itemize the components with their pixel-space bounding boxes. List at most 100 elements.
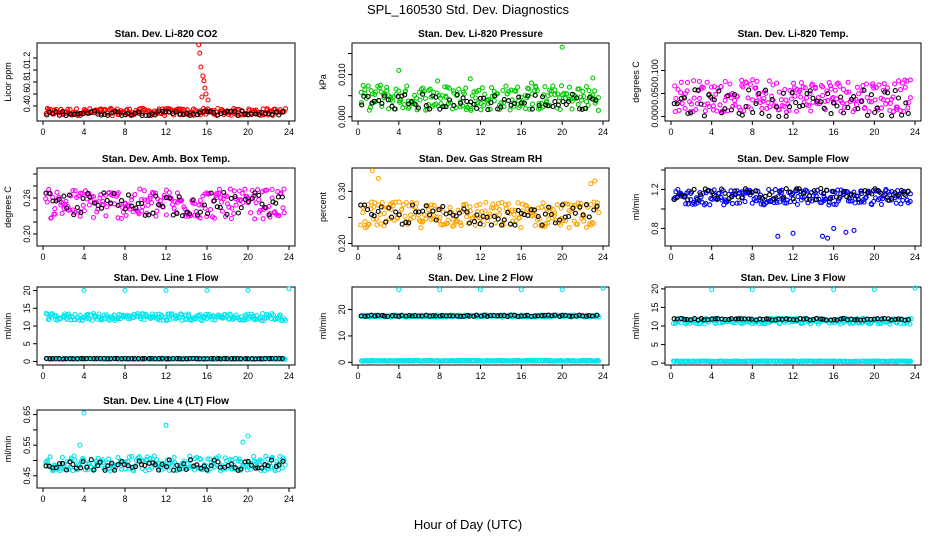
x-tick-label: 12: [788, 252, 798, 262]
data-point: [115, 462, 121, 468]
data-point: [408, 99, 415, 105]
data-point: [381, 210, 387, 216]
data-point: [125, 192, 132, 198]
data-point: [95, 455, 101, 461]
data-point: [586, 214, 592, 220]
data-point: [482, 208, 488, 214]
data-point: [386, 106, 392, 112]
data-point: [450, 88, 457, 94]
data-point: [282, 106, 289, 112]
data-point: [595, 107, 601, 113]
data-point: [739, 77, 745, 83]
chart-title: Stan. Dev. Li-820 Pressure: [418, 29, 543, 40]
data-point: [518, 224, 524, 230]
y-tick-label: 5: [22, 341, 32, 346]
data-point: [896, 192, 902, 198]
data-point: [809, 81, 815, 87]
data-point: [570, 205, 576, 211]
data-point: [458, 357, 464, 363]
data-point: [143, 112, 149, 119]
data-point: [120, 205, 126, 211]
data-point: [692, 201, 698, 207]
data-point: [532, 313, 538, 319]
data-point: [807, 317, 813, 323]
data-point: [481, 358, 487, 364]
x-tick-label: 0: [668, 371, 673, 381]
data-point: [198, 64, 204, 70]
data-point: [539, 222, 545, 228]
data-point: [837, 83, 843, 89]
data-point: [492, 220, 499, 226]
data-point: [709, 189, 715, 195]
data-point: [853, 102, 859, 108]
data-point: [85, 467, 91, 473]
y-tick-label: 0.65: [22, 406, 32, 424]
data-point: [589, 313, 595, 319]
data-point: [902, 84, 908, 90]
data-point: [879, 316, 885, 322]
data-point: [842, 104, 848, 110]
data-point: [176, 466, 183, 472]
data-point: [716, 88, 722, 94]
chart-title: Stan. Dev. Gas Stream RH: [419, 154, 542, 165]
data-point: [77, 110, 83, 117]
data-point: [539, 204, 545, 210]
data-point: [112, 356, 118, 362]
data-point: [861, 87, 867, 93]
data-point: [164, 356, 170, 362]
data-point: [798, 94, 804, 100]
data-point: [280, 458, 286, 464]
data-point: [420, 208, 426, 214]
data-point: [78, 356, 84, 362]
data-point: [841, 110, 847, 116]
data-point: [862, 105, 868, 111]
series-points: [671, 186, 913, 241]
data-point: [833, 96, 839, 102]
x-tick-label: 24: [910, 252, 920, 262]
data-point: [882, 192, 888, 198]
data-point: [581, 218, 587, 224]
data-point: [825, 91, 831, 97]
data-point: [551, 212, 557, 218]
data-point: [447, 204, 453, 210]
data-point: [832, 87, 838, 93]
data-point: [545, 103, 551, 109]
y-tick-label: 0.4: [22, 100, 32, 113]
data-point: [179, 213, 186, 219]
data-point: [892, 81, 898, 87]
data-point: [122, 206, 128, 212]
data-point: [464, 209, 470, 215]
chart-title: Stan. Dev. Sample Flow: [737, 154, 849, 165]
data-point: [871, 85, 877, 91]
data-point: [726, 316, 732, 322]
x-tick-label: 8: [122, 127, 127, 137]
y-axis-label: Licor ppm: [3, 62, 13, 102]
data-point: [709, 316, 715, 322]
data-point: [592, 88, 598, 94]
data-point: [883, 187, 889, 193]
data-point: [847, 198, 853, 204]
data-point: [362, 313, 368, 319]
data-point: [557, 95, 563, 101]
data-point: [671, 197, 677, 203]
data-point: [874, 105, 880, 111]
data-point: [740, 190, 746, 196]
data-point: [518, 287, 524, 293]
data-point: [840, 189, 847, 195]
data-point: [791, 198, 797, 205]
data-point: [197, 50, 203, 56]
data-point: [129, 464, 135, 471]
plot-frame: [36, 409, 296, 489]
x-tick-label: 20: [243, 252, 253, 262]
data-point: [747, 81, 753, 88]
data-point: [430, 313, 436, 319]
data-point: [826, 202, 832, 208]
data-point: [265, 463, 271, 469]
data-point: [368, 199, 375, 205]
data-point: [828, 317, 834, 323]
data-point: [371, 98, 377, 104]
data-point: [838, 94, 844, 100]
data-point: [403, 219, 409, 226]
data-point: [59, 210, 65, 216]
data-point: [696, 78, 702, 85]
